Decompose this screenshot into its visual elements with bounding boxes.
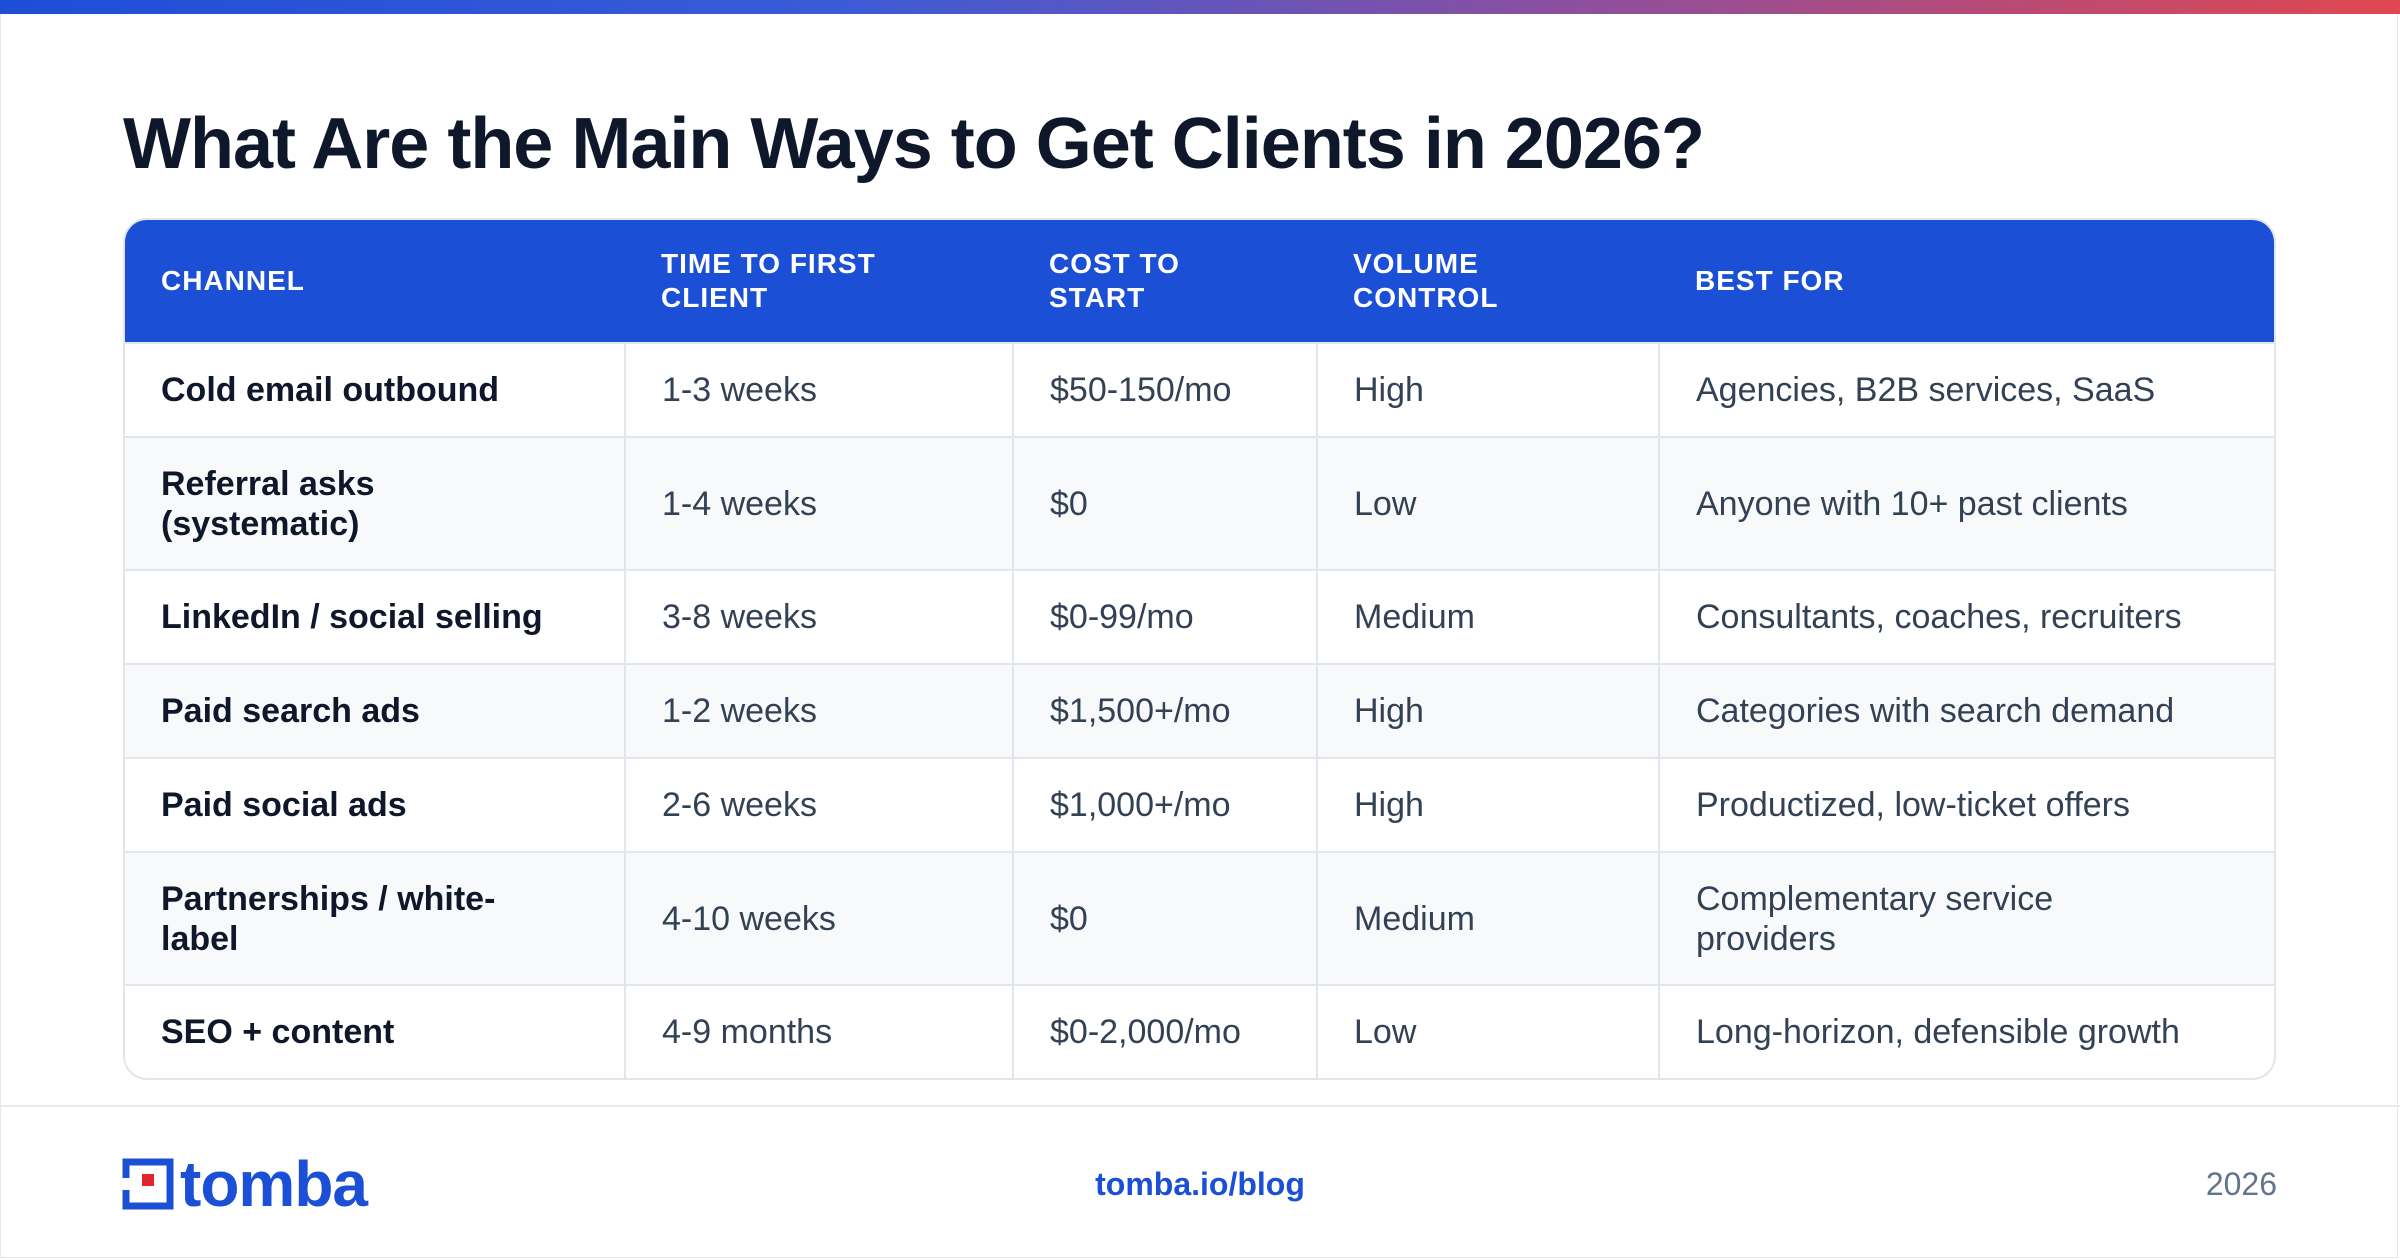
cell-channel: Paid social ads — [125, 757, 625, 852]
cell-best-for: Anyone with 10+ past clients — [1658, 436, 2274, 570]
cell-best-for: Categories with search demand — [1658, 663, 2274, 758]
cell-cost: $0 — [1012, 851, 1317, 985]
cell-volume: High — [1316, 663, 1659, 758]
table-row: Paid search ads 1-2 weeks $1,500+/mo Hig… — [125, 663, 2274, 758]
cell-channel: LinkedIn / social selling — [125, 569, 625, 664]
footer-divider — [0, 1105, 2400, 1107]
cell-time: 3-8 weeks — [624, 569, 1013, 664]
cell-channel: Cold email outbound — [125, 342, 625, 437]
blog-link[interactable]: tomba.io/blog — [1095, 1166, 1305, 1202]
tomba-logo[interactable]: tomba — [122, 1148, 368, 1220]
cell-best-for: Complementary service providers — [1658, 851, 2274, 985]
table-row: Referral asks (systematic) 1-4 weeks $0 … — [125, 436, 2274, 570]
cell-time: 2-6 weeks — [624, 757, 1013, 852]
cell-volume: Low — [1316, 436, 1659, 570]
table-row: Cold email outbound 1-3 weeks $50-150/mo… — [125, 342, 2274, 437]
cell-cost: $1,000+/mo — [1012, 757, 1317, 852]
cell-cost: $1,500+/mo — [1012, 663, 1317, 758]
page-title: What Are the Main Ways to Get Clients in… — [123, 104, 1705, 184]
cell-best-for: Agencies, B2B services, SaaS — [1658, 342, 2274, 437]
footer-year: 2026 — [2205, 1166, 2277, 1202]
cell-volume: Medium — [1316, 851, 1659, 985]
header-channel: CHANNEL — [125, 220, 625, 343]
gradient-top-bar — [0, 0, 2400, 14]
cell-best-for: Consultants, coaches, recruiters — [1658, 569, 2274, 664]
table-row: LinkedIn / social selling 3-8 weeks $0-9… — [125, 569, 2274, 664]
cell-time: 1-4 weeks — [624, 436, 1013, 570]
tomba-logo-icon — [122, 1158, 174, 1210]
header-best-for: BEST FOR — [1659, 220, 2274, 343]
cell-best-for: Long-horizon, defensible growth — [1658, 984, 2274, 1078]
cell-channel: Paid search ads — [125, 663, 625, 758]
header-cost-to-start: COST TO START — [1013, 220, 1317, 343]
channels-table: CHANNEL TIME TO FIRST CLIENT COST TO STA… — [123, 218, 2276, 1080]
cell-time: 4-10 weeks — [624, 851, 1013, 985]
logo-wordmark: tomba — [180, 1148, 368, 1220]
cell-cost: $0-2,000/mo — [1012, 984, 1317, 1078]
table-row: SEO + content 4-9 months $0-2,000/mo Low… — [125, 984, 2274, 1078]
cell-volume: High — [1316, 342, 1659, 437]
cell-cost: $0-99/mo — [1012, 569, 1317, 664]
table-header: CHANNEL TIME TO FIRST CLIENT COST TO STA… — [125, 220, 2274, 343]
cell-channel: Referral asks (systematic) — [125, 436, 625, 570]
cell-time: 4-9 months — [624, 984, 1013, 1078]
cell-cost: $50-150/mo — [1012, 342, 1317, 437]
table-row: Paid social ads 2-6 weeks $1,000+/mo Hig… — [125, 757, 2274, 852]
header-time-to-first-client: TIME TO FIRST CLIENT — [625, 220, 1013, 343]
cell-volume: High — [1316, 757, 1659, 852]
table-row: Partnerships / white-label 4-10 weeks $0… — [125, 851, 2274, 985]
header-volume-control: VOLUME CONTROL — [1317, 220, 1659, 343]
cell-volume: Medium — [1316, 569, 1659, 664]
cell-best-for: Productized, low-ticket offers — [1658, 757, 2274, 852]
cell-channel: Partnerships / white-label — [125, 851, 625, 985]
cell-volume: Low — [1316, 984, 1659, 1078]
cell-time: 1-3 weeks — [624, 342, 1013, 437]
cell-cost: $0 — [1012, 436, 1317, 570]
cell-time: 1-2 weeks — [624, 663, 1013, 758]
cell-channel: SEO + content — [125, 984, 625, 1078]
